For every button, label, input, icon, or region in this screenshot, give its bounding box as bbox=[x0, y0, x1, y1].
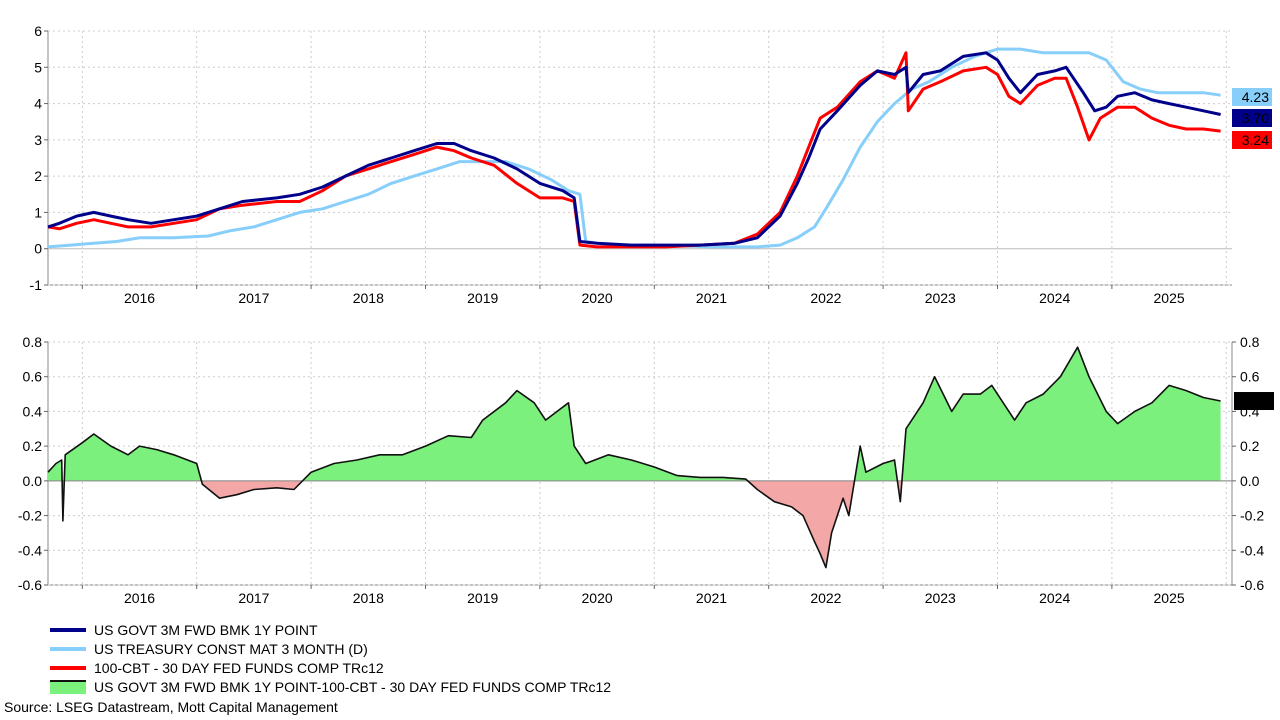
x-tick-label: 2016 bbox=[124, 590, 155, 606]
legend-label: 100-CBT - 30 DAY FED FUNDS COMP TRc12 bbox=[94, 659, 384, 676]
x-tick-label: 2019 bbox=[467, 590, 498, 606]
y-tick-label: 2 bbox=[34, 168, 42, 184]
end-value-label-bg bbox=[1232, 88, 1272, 106]
x-tick-label: 2022 bbox=[810, 590, 841, 606]
x-tick-label: 2025 bbox=[1154, 590, 1185, 606]
y-tick-label: -0.2 bbox=[18, 508, 42, 524]
x-tick-label: 2017 bbox=[238, 290, 269, 306]
legend-swatch bbox=[50, 679, 86, 694]
chart-canvas: -1 0 1 2 3 4 5 6 2016 2017 2018 2019 2020 2021 2022 202… bbox=[18, 23, 1274, 606]
series-line bbox=[47, 51, 1221, 247]
x-tick-label: 2022 bbox=[810, 290, 841, 306]
legend-item: US GOVT 3M FWD BMK 1Y POINT-100-CBT - 30… bbox=[50, 677, 611, 696]
legend: US GOVT 3M FWD BMK 1Y POINT US TREASURY … bbox=[50, 620, 611, 696]
y-tick-label: 6 bbox=[34, 23, 42, 39]
legend-swatch bbox=[50, 665, 86, 670]
y-tick-label: 0.4 bbox=[23, 403, 43, 419]
end-value-label-bg bbox=[1232, 109, 1272, 127]
end-value-label: 3.24 bbox=[1242, 132, 1269, 148]
series-line bbox=[47, 47, 1221, 249]
legend-item: US TREASURY CONST MAT 3 MONTH (D) bbox=[50, 639, 611, 658]
y-tick-label-right: 0.2 bbox=[1240, 438, 1260, 454]
y-tick-label: -0.6 bbox=[18, 577, 42, 593]
source-note: Source: LSEG Datastream, Mott Capital Ma… bbox=[4, 699, 338, 715]
area-positive bbox=[48, 347, 1221, 481]
series-line bbox=[47, 51, 1221, 249]
end-value-label-bg bbox=[1232, 131, 1272, 149]
x-tick-label: 2017 bbox=[238, 590, 269, 606]
x-tick-label: 2018 bbox=[353, 590, 384, 606]
legend-item: 100-CBT - 30 DAY FED FUNDS COMP TRc12 bbox=[50, 658, 611, 677]
y-tick-label: 3 bbox=[34, 132, 42, 148]
x-tick-label: 2018 bbox=[353, 290, 384, 306]
x-tick-label: 2019 bbox=[467, 290, 498, 306]
x-tick-label: 2021 bbox=[696, 590, 727, 606]
x-tick-label: 2025 bbox=[1154, 290, 1185, 306]
legend-label: US GOVT 3M FWD BMK 1Y POINT-100-CBT - 30… bbox=[94, 678, 612, 695]
y-tick-label: -0.4 bbox=[18, 542, 42, 558]
x-tick-label: 2024 bbox=[1039, 290, 1070, 306]
y-tick-label-right: 0.0 bbox=[1240, 473, 1260, 489]
end-value-label-bg bbox=[1234, 392, 1274, 411]
end-value-label: 3.70 bbox=[1242, 110, 1269, 126]
legend-swatch bbox=[50, 646, 86, 651]
y-tick-label: 0 bbox=[34, 241, 42, 257]
y-tick-label: 4 bbox=[34, 96, 42, 112]
y-tick-label-right: 0.6 bbox=[1240, 369, 1260, 385]
y-tick-label-right: -0.4 bbox=[1240, 542, 1264, 558]
y-tick-label: 0.2 bbox=[23, 438, 43, 454]
legend-label: US GOVT 3M FWD BMK 1Y POINT bbox=[94, 621, 318, 638]
end-value-label: 0.46 bbox=[1243, 393, 1270, 409]
legend-label: US TREASURY CONST MAT 3 MONTH (D) bbox=[94, 640, 368, 657]
y-tick-label: 0.6 bbox=[23, 369, 43, 385]
end-value-label: 4.23 bbox=[1242, 89, 1269, 105]
y-tick-label: 1 bbox=[34, 204, 42, 220]
x-tick-label: 2024 bbox=[1039, 590, 1070, 606]
legend-swatch bbox=[50, 627, 86, 632]
x-tick-label: 2020 bbox=[582, 290, 613, 306]
y-tick-label: 5 bbox=[34, 59, 42, 75]
y-tick-label-right: -0.6 bbox=[1240, 577, 1264, 593]
area-negative bbox=[62, 480, 902, 568]
x-tick-label: 2021 bbox=[696, 290, 727, 306]
x-tick-label: 2020 bbox=[582, 590, 613, 606]
spread-line bbox=[47, 346, 1221, 569]
x-tick-label: 2023 bbox=[925, 290, 956, 306]
legend-item: US GOVT 3M FWD BMK 1Y POINT bbox=[50, 620, 611, 639]
y-tick-label: 0.0 bbox=[23, 473, 43, 489]
y-tick-label-right: -0.2 bbox=[1240, 508, 1264, 524]
y-tick-label-right: 0.8 bbox=[1240, 334, 1260, 350]
x-tick-label: 2016 bbox=[124, 290, 155, 306]
y-tick-label: 0.8 bbox=[23, 334, 43, 350]
x-tick-label: 2023 bbox=[925, 590, 956, 606]
y-tick-label: -1 bbox=[30, 277, 43, 293]
